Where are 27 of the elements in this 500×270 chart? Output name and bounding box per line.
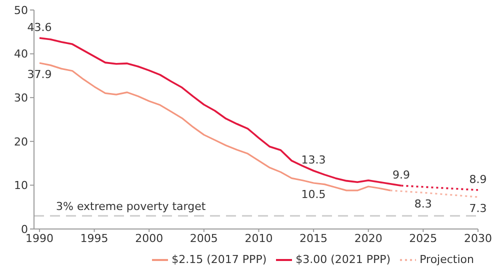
data-label: 8.9 <box>469 173 487 186</box>
x-tick-label: 1990 <box>25 232 54 245</box>
x-tick-label: 2030 <box>464 232 492 245</box>
data-label: 9.9 <box>392 168 410 182</box>
data-label: 8.3 <box>414 198 432 211</box>
y-tick-label: 40 <box>14 48 28 61</box>
data-label: 13.3 <box>301 154 326 167</box>
y-tick-label: 0 <box>21 222 28 236</box>
ref-line-label: 3% extreme poverty target <box>56 200 206 213</box>
x-tick-label: 2010 <box>244 232 273 245</box>
y-tick-label: 20 <box>14 135 28 148</box>
legend-label: $3.00 (2021 PPP) <box>296 253 391 266</box>
x-tick-label: 2015 <box>300 232 328 245</box>
x-tick-label: 2000 <box>135 232 164 245</box>
legend-label: Projection <box>420 253 474 266</box>
y-tick-label: 50 <box>14 4 28 17</box>
x-tick-label: 1995 <box>80 232 108 245</box>
x-tick-label: 2020 <box>354 232 382 245</box>
data-label: 10.5 <box>301 188 326 202</box>
y-tick-label: 10 <box>14 179 28 192</box>
legend-label: $2.15 (2017 PPP) <box>172 253 267 266</box>
x-tick-label: 2025 <box>409 232 438 245</box>
y-tick-label: 30 <box>14 92 28 105</box>
data-label: 7.3 <box>469 202 487 216</box>
data-label: 37.9 <box>27 68 52 81</box>
x-tick-label: 2005 <box>190 232 218 245</box>
data-label: 43.6 <box>27 21 52 34</box>
